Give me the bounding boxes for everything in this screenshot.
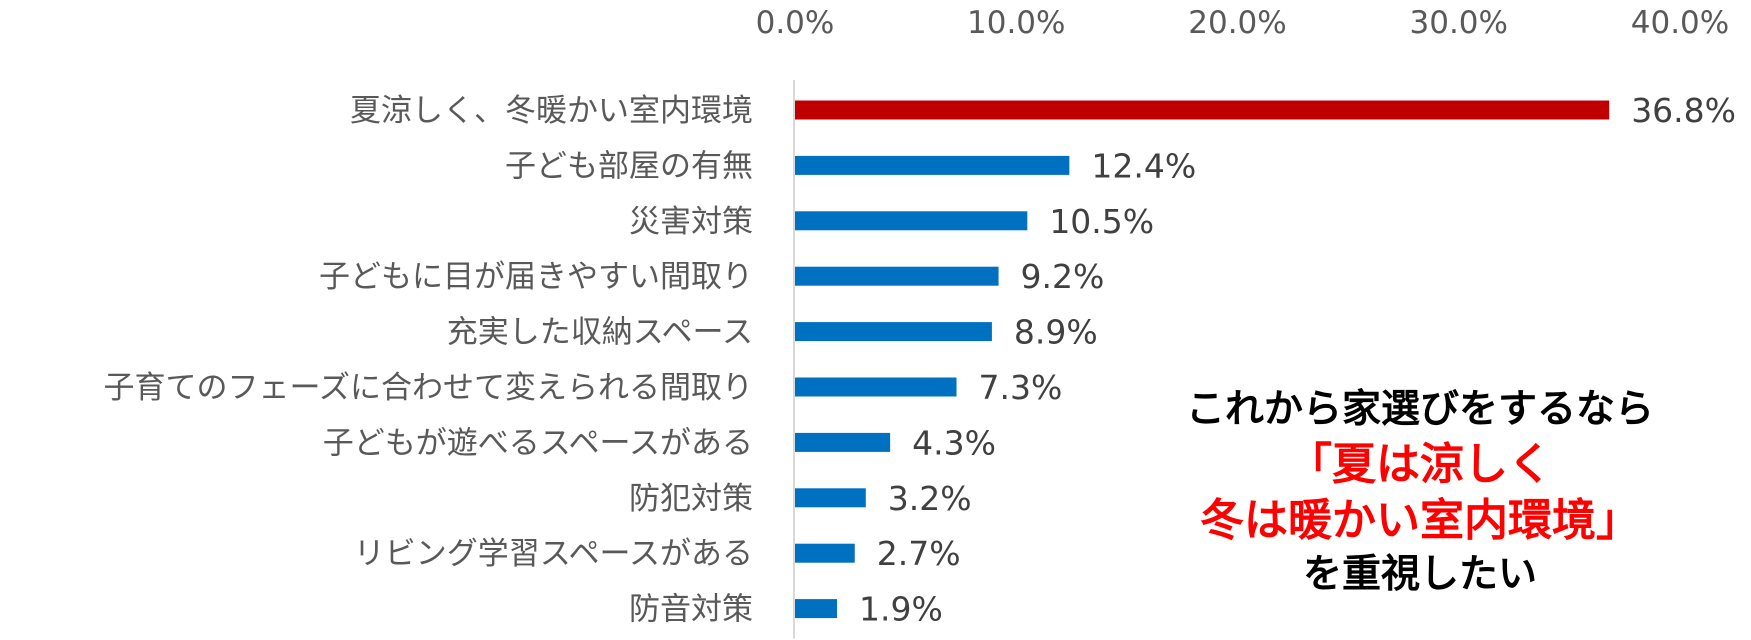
- category-label: 夏涼しく、冬暖かい室内環境: [350, 93, 753, 129]
- annotation-line-2: 「夏は涼しく: [1288, 439, 1552, 490]
- x-tick-label: 10.0%: [967, 5, 1065, 41]
- bar: [795, 488, 866, 508]
- data-label: 9.2%: [1021, 257, 1105, 296]
- data-label: 2.7%: [877, 534, 961, 573]
- x-tick-label: 30.0%: [1410, 5, 1508, 41]
- category-label: 子どもが遊べるスペースがある: [323, 425, 753, 461]
- bar: [795, 266, 999, 286]
- bar: [795, 543, 855, 563]
- data-label: 12.4%: [1091, 146, 1196, 185]
- annotation-line-3: 冬は暖かい室内環境」: [1200, 495, 1640, 546]
- category-label: 災害対策: [629, 204, 753, 240]
- bar: [795, 432, 891, 452]
- data-label: 10.5%: [1049, 202, 1154, 241]
- category-label: 防犯対策: [629, 481, 753, 517]
- bar: [795, 211, 1028, 231]
- category-label: 子どもに目が届きやすい間取り: [319, 259, 753, 295]
- data-label: 3.2%: [888, 479, 972, 518]
- x-tick-label: 20.0%: [1188, 5, 1286, 41]
- category-label: 子育てのフェーズに合わせて変えられる間取り: [104, 370, 753, 406]
- bar: [795, 377, 957, 397]
- x-tick-label: 40.0%: [1631, 5, 1729, 41]
- category-label: 充実した収納スペース: [447, 315, 753, 351]
- bar: [795, 599, 838, 619]
- category-label: 防音対策: [629, 592, 753, 628]
- category-label: リビング学習スペースがある: [354, 536, 753, 572]
- data-label: 36.8%: [1631, 91, 1736, 130]
- bar: [795, 155, 1070, 175]
- data-label: 8.9%: [1014, 313, 1098, 352]
- data-label: 1.9%: [859, 590, 943, 629]
- bar: [795, 322, 992, 342]
- annotation-callout: これから家選びをするなら 「夏は涼しく 冬は暖かい室内環境」 を重視したい: [1090, 383, 1750, 601]
- data-label: 4.3%: [912, 423, 996, 462]
- category-label: 子ども部屋の有無: [505, 148, 753, 184]
- bar: [795, 100, 1610, 120]
- data-label: 7.3%: [979, 368, 1063, 407]
- annotation-line-4: を重視したい: [1302, 552, 1537, 597]
- x-tick-label: 0.0%: [756, 5, 835, 41]
- annotation-line-1: これから家選びをするなら: [1185, 387, 1654, 432]
